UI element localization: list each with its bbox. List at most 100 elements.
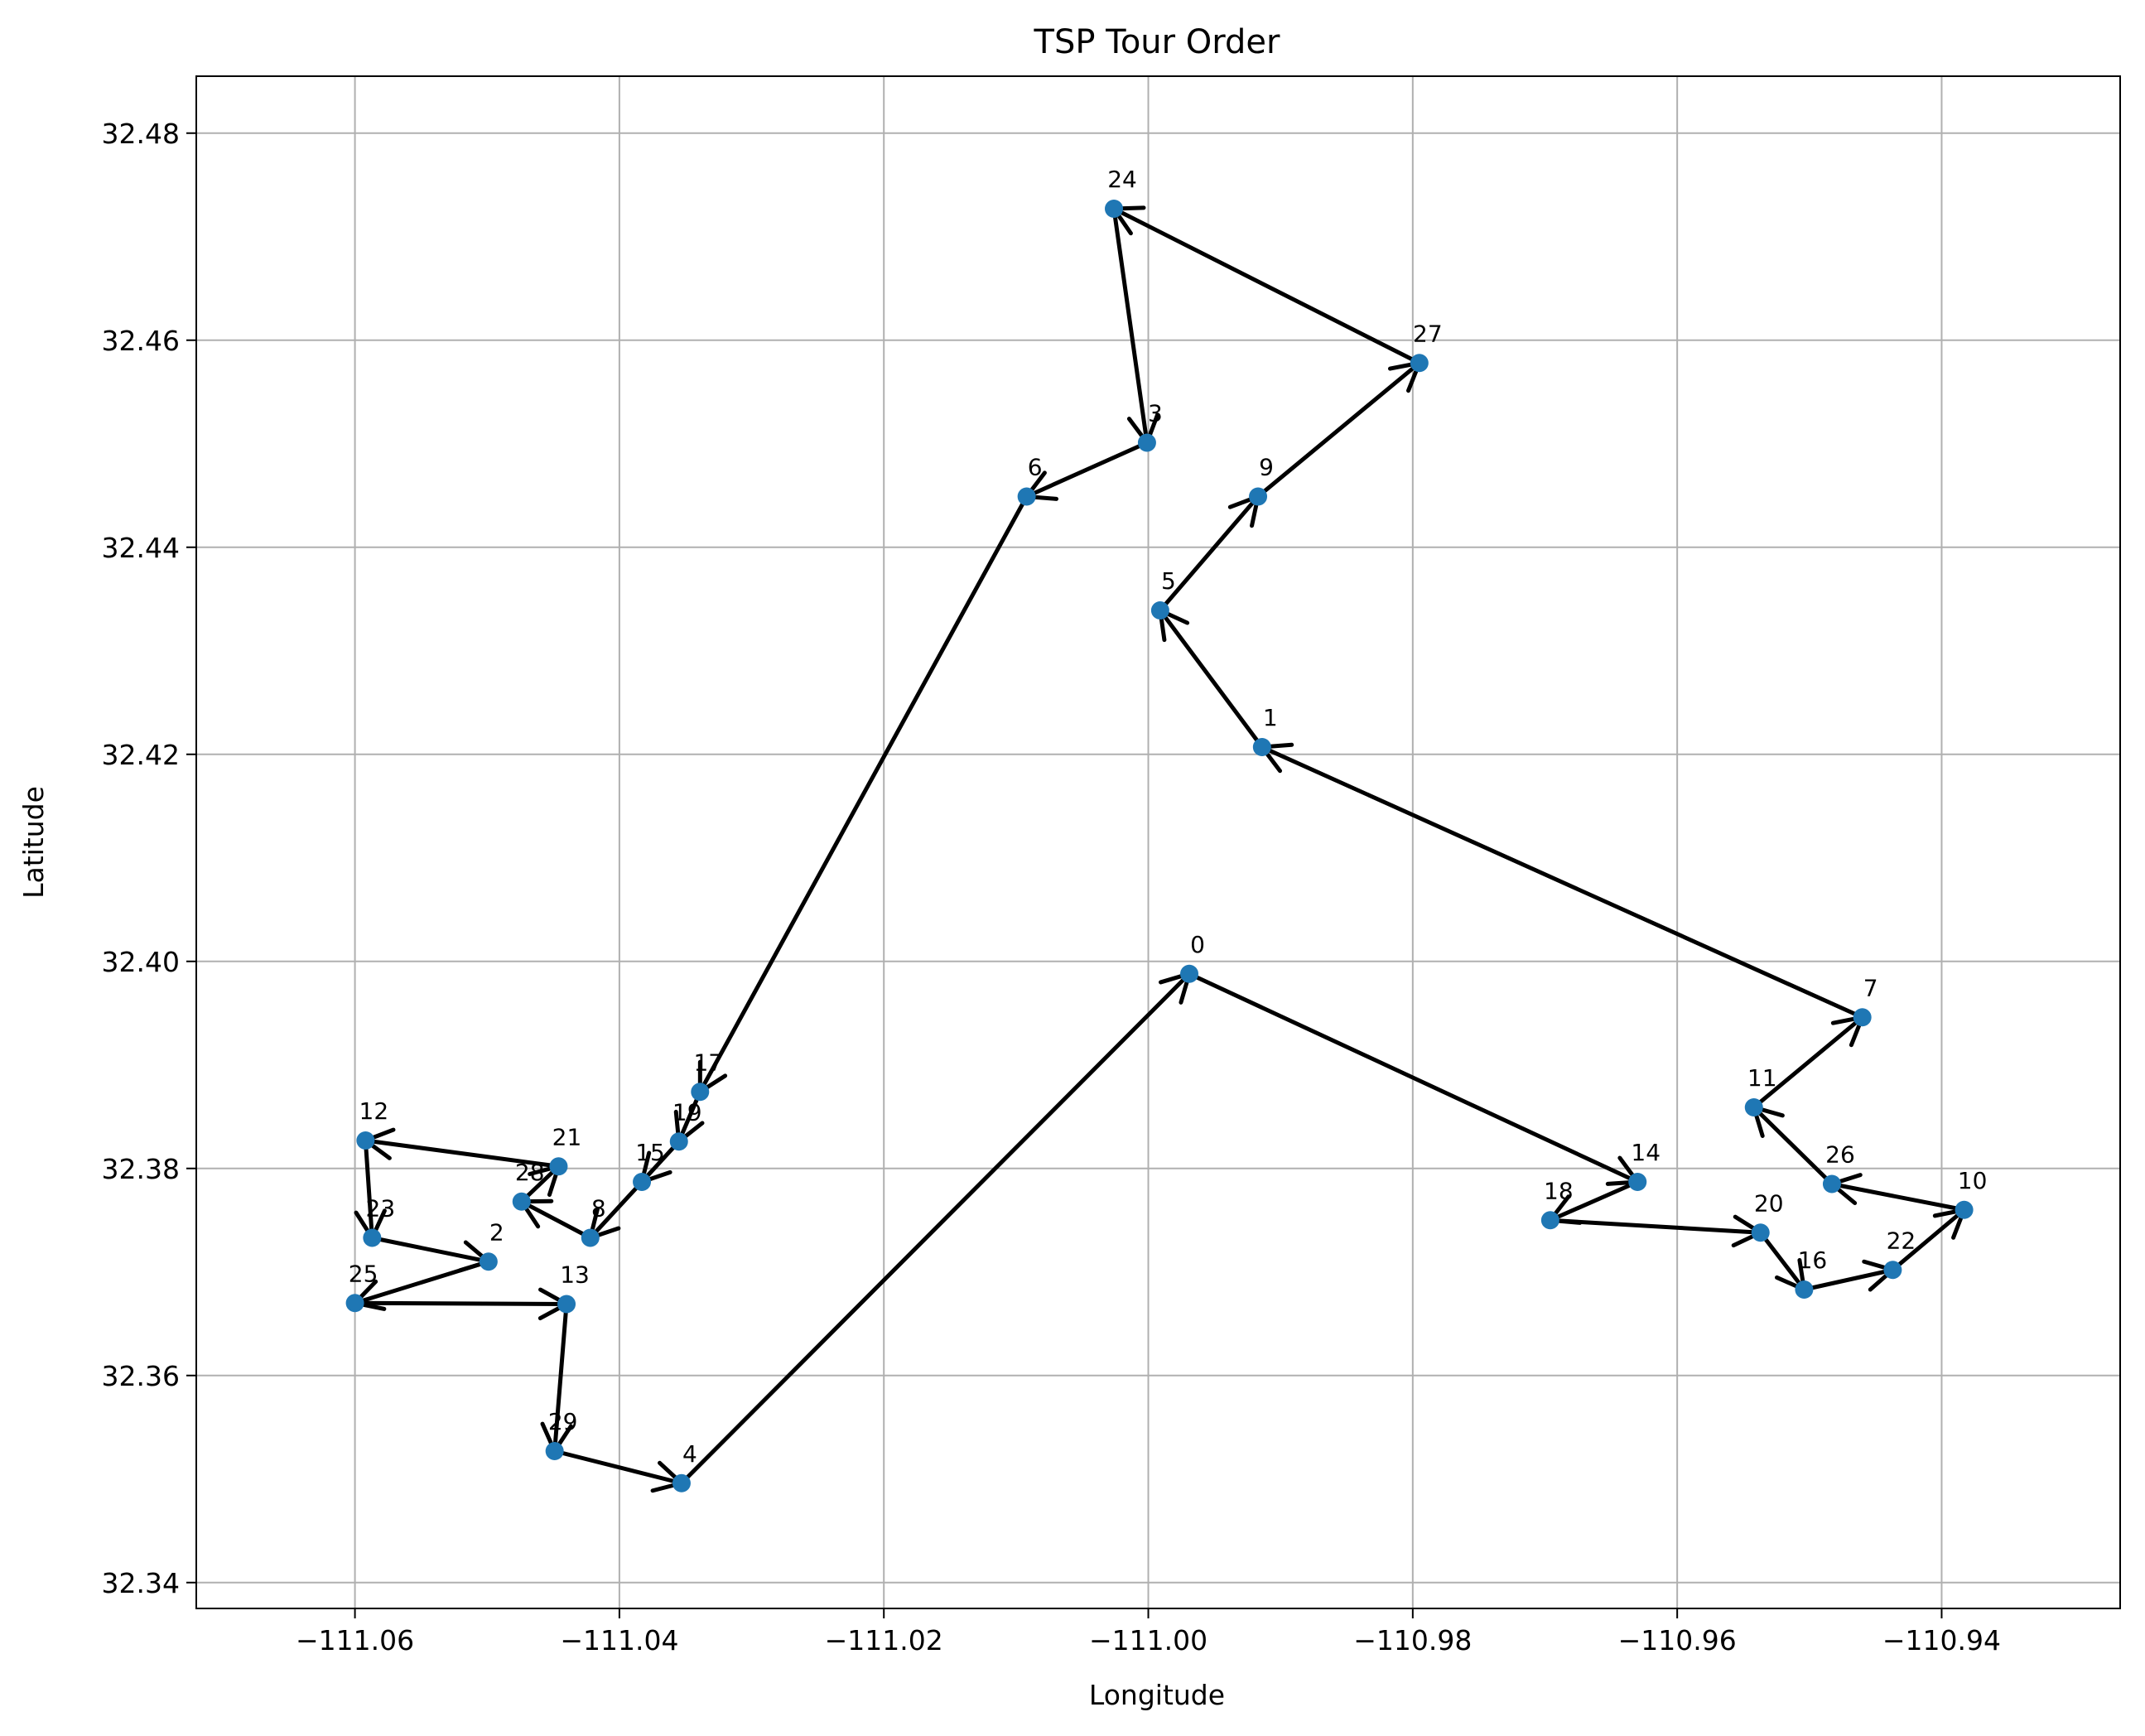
tour-arrow-shaft (1548, 1218, 1763, 1235)
tour-arrow-shaft (697, 494, 1029, 1094)
tour-point (1249, 487, 1268, 506)
tour-point (1883, 1261, 1902, 1280)
point-label: 28 (515, 1159, 545, 1186)
tour-point (557, 1295, 576, 1314)
tour-point (1150, 601, 1169, 620)
point-label: 19 (672, 1098, 702, 1126)
tour-arrow-shaft (552, 1449, 684, 1486)
x-tick-label: −110.98 (1353, 1624, 1472, 1656)
point-label: 21 (552, 1123, 582, 1150)
tour-arrow-shaft (363, 1138, 561, 1169)
tour-point (545, 1442, 564, 1460)
tour-arrow-shaft (519, 1199, 593, 1240)
y-tick-label: 32.42 (102, 739, 180, 771)
point-label: 11 (1747, 1064, 1777, 1092)
tour-point (691, 1083, 710, 1102)
x-tick-label: −111.02 (825, 1624, 943, 1656)
x-axis-label: Longitude (1089, 1679, 1225, 1711)
point-label: 27 (1413, 320, 1443, 347)
tour-point (581, 1228, 600, 1247)
tour-arrow-shaft (1111, 206, 1422, 365)
tour-point (1853, 1008, 1872, 1027)
point-label: 15 (635, 1139, 665, 1166)
point-label: 9 (1259, 454, 1274, 481)
point-label: 16 (1798, 1247, 1828, 1274)
tour-point (1410, 354, 1429, 373)
point-label: 23 (366, 1195, 396, 1222)
tour-arrow-shaft (1752, 1015, 1865, 1110)
tour-point (345, 1294, 364, 1313)
tour-point (1252, 738, 1271, 756)
y-tick-label: 32.40 (102, 946, 180, 978)
tour-point (356, 1131, 375, 1150)
point-label: 18 (1544, 1177, 1574, 1204)
point-label: 7 (1863, 974, 1878, 1001)
x-tick-label: −111.00 (1089, 1624, 1207, 1656)
tour-point (1137, 433, 1156, 452)
tour-point (1017, 487, 1036, 506)
point-label: 2 (489, 1218, 504, 1246)
tour-arrow-shaft (1752, 1105, 1834, 1186)
y-tick-label: 32.36 (102, 1360, 180, 1392)
tour-arrow-shaft (353, 1300, 569, 1306)
x-tick-label: −110.94 (1882, 1624, 2001, 1656)
point-label: 6 (1028, 454, 1043, 481)
tour-point (669, 1132, 688, 1151)
x-tick-label: −110.96 (1618, 1624, 1737, 1656)
tour-point (633, 1173, 652, 1191)
point-label: 25 (349, 1260, 378, 1287)
tour-point (672, 1473, 691, 1492)
axis-ticks: −111.06 −111.04 −111.02 −111.00 −110.98 −110.… (102, 118, 2002, 1656)
tour-arrow-shaft (1801, 1267, 1895, 1292)
tour-arrow-shaft (552, 1302, 569, 1454)
tour-point (1751, 1223, 1770, 1242)
x-tick-label: −111.06 (296, 1624, 414, 1656)
tour-arrow-shaft (679, 972, 1192, 1486)
point-label: 1 (1263, 704, 1278, 731)
tour-arrows (350, 205, 1968, 1493)
point-label: 14 (1631, 1139, 1661, 1166)
tour-point (1540, 1211, 1559, 1230)
y-axis-label: Latitude (17, 786, 50, 899)
y-tick-label: 32.44 (102, 532, 180, 564)
tour-point (512, 1192, 531, 1211)
tour-point (1955, 1200, 1974, 1219)
point-label: 3 (1148, 400, 1163, 427)
tour-points (345, 200, 1974, 1492)
tour-arrow-shaft (639, 1139, 682, 1184)
tour-arrow-shaft (353, 1259, 491, 1305)
tour-arrow-shaft (1024, 441, 1150, 499)
tour-arrow-shaft (1187, 972, 1640, 1184)
grid (196, 76, 2120, 1608)
point-label: 17 (693, 1049, 723, 1076)
y-tick-label: 32.38 (102, 1153, 180, 1185)
tour-point (479, 1252, 498, 1271)
point-label: 24 (1107, 166, 1137, 193)
tour-arrow-shaft (1260, 745, 1865, 1020)
y-tick-label: 32.46 (102, 325, 180, 357)
tour-arrow-shaft (369, 1236, 491, 1264)
point-label: 10 (1958, 1167, 1988, 1194)
point-label: 26 (1825, 1141, 1855, 1169)
tour-point (363, 1228, 382, 1247)
y-tick-label: 32.34 (102, 1567, 180, 1599)
tour-arrow-shaft (363, 1138, 374, 1240)
tour-arrow-shaft (1548, 1179, 1640, 1222)
point-label: 12 (359, 1097, 389, 1125)
tour-point (1822, 1174, 1841, 1194)
tour-point (1628, 1173, 1647, 1191)
point-label: 22 (1887, 1227, 1916, 1254)
point-label: 13 (560, 1261, 590, 1289)
tour-point (1180, 964, 1199, 983)
tour-arrow-shaft (1829, 1182, 1967, 1213)
point-labels: 0123456789101112131415161718192021222324… (349, 166, 1988, 1468)
y-tick-label: 32.48 (102, 118, 180, 150)
tour-point (549, 1157, 568, 1176)
tour-arrow-shaft (588, 1179, 644, 1240)
point-label: 5 (1161, 567, 1176, 595)
tour-arrow-shaft (1256, 360, 1422, 499)
point-label: 4 (682, 1440, 697, 1468)
point-label: 29 (548, 1408, 578, 1435)
